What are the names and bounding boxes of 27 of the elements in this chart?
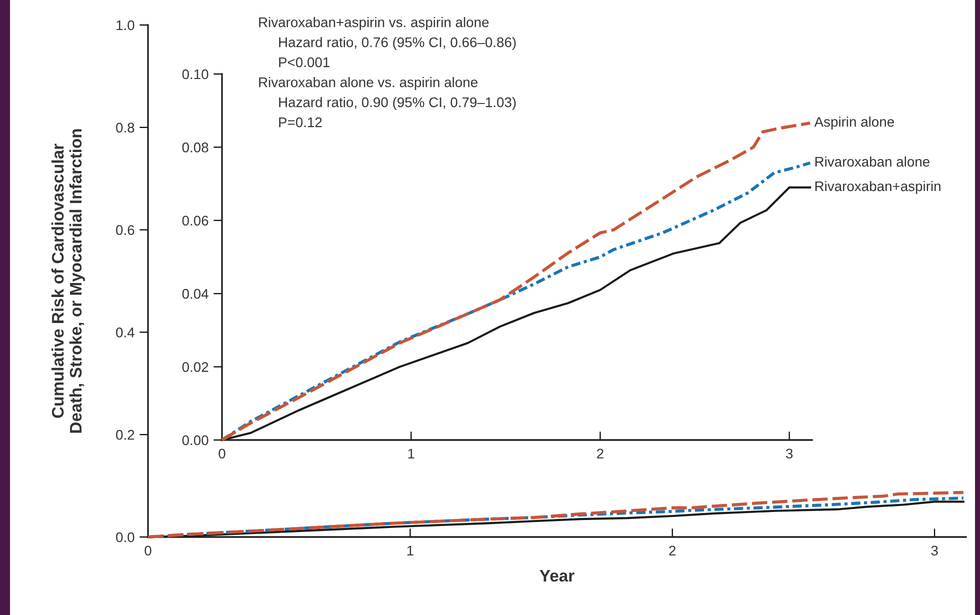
x-tick-label: 0 bbox=[144, 546, 152, 556]
series-label: Rivaroxaban+aspirin bbox=[815, 180, 940, 194]
y-tick-label: 0.08 bbox=[182, 142, 208, 152]
y-tick-label: 0.00 bbox=[182, 435, 208, 446]
annotation: Rivaroxaban alone vs. aspirin alone Hazard ratio, 0.90 (95% CI, 0.79–1.03) P=0.12 bbox=[259, 77, 516, 128]
annotation: Rivaroxaban+aspirin vs. aspirin alone Hazard ratio, 0.76 (95% CI, 0.66–0.86) P<0.001 bbox=[259, 17, 516, 68]
y-tick-label: 1.0 bbox=[116, 20, 134, 30]
x-tick-label: 1 bbox=[407, 546, 414, 556]
y-tick-label: 0.4 bbox=[116, 328, 134, 338]
y-tick-label: 0.6 bbox=[116, 225, 134, 235]
x-axis-title: Year bbox=[540, 570, 574, 582]
y-tick-label: 0.0 bbox=[116, 532, 134, 542]
x-tick-label: 3 bbox=[931, 546, 938, 556]
x-tick-label: 1 bbox=[408, 448, 414, 458]
y-tick-label: 0.06 bbox=[182, 216, 208, 226]
y-tick-label: 0.04 bbox=[182, 288, 208, 299]
y-tick-label: 0.2 bbox=[116, 430, 134, 440]
series-label: Aspirin alone bbox=[814, 116, 894, 130]
series-label: Rivaroxaban alone bbox=[815, 156, 930, 167]
y-tick-label: 0.02 bbox=[182, 362, 208, 372]
x-tick-label: 2 bbox=[597, 448, 604, 458]
x-tick-label: 0 bbox=[218, 448, 226, 459]
y-tick-label: 0.10 bbox=[182, 69, 208, 80]
y-tick-label: 0.8 bbox=[116, 122, 134, 133]
y-axis-title: Cumulative Risk of Cardiovascular Death, Stroke, or Myocardial Infarction bbox=[51, 129, 85, 433]
x-tick-label: 3 bbox=[786, 448, 793, 459]
x-tick-label: 2 bbox=[669, 546, 676, 556]
